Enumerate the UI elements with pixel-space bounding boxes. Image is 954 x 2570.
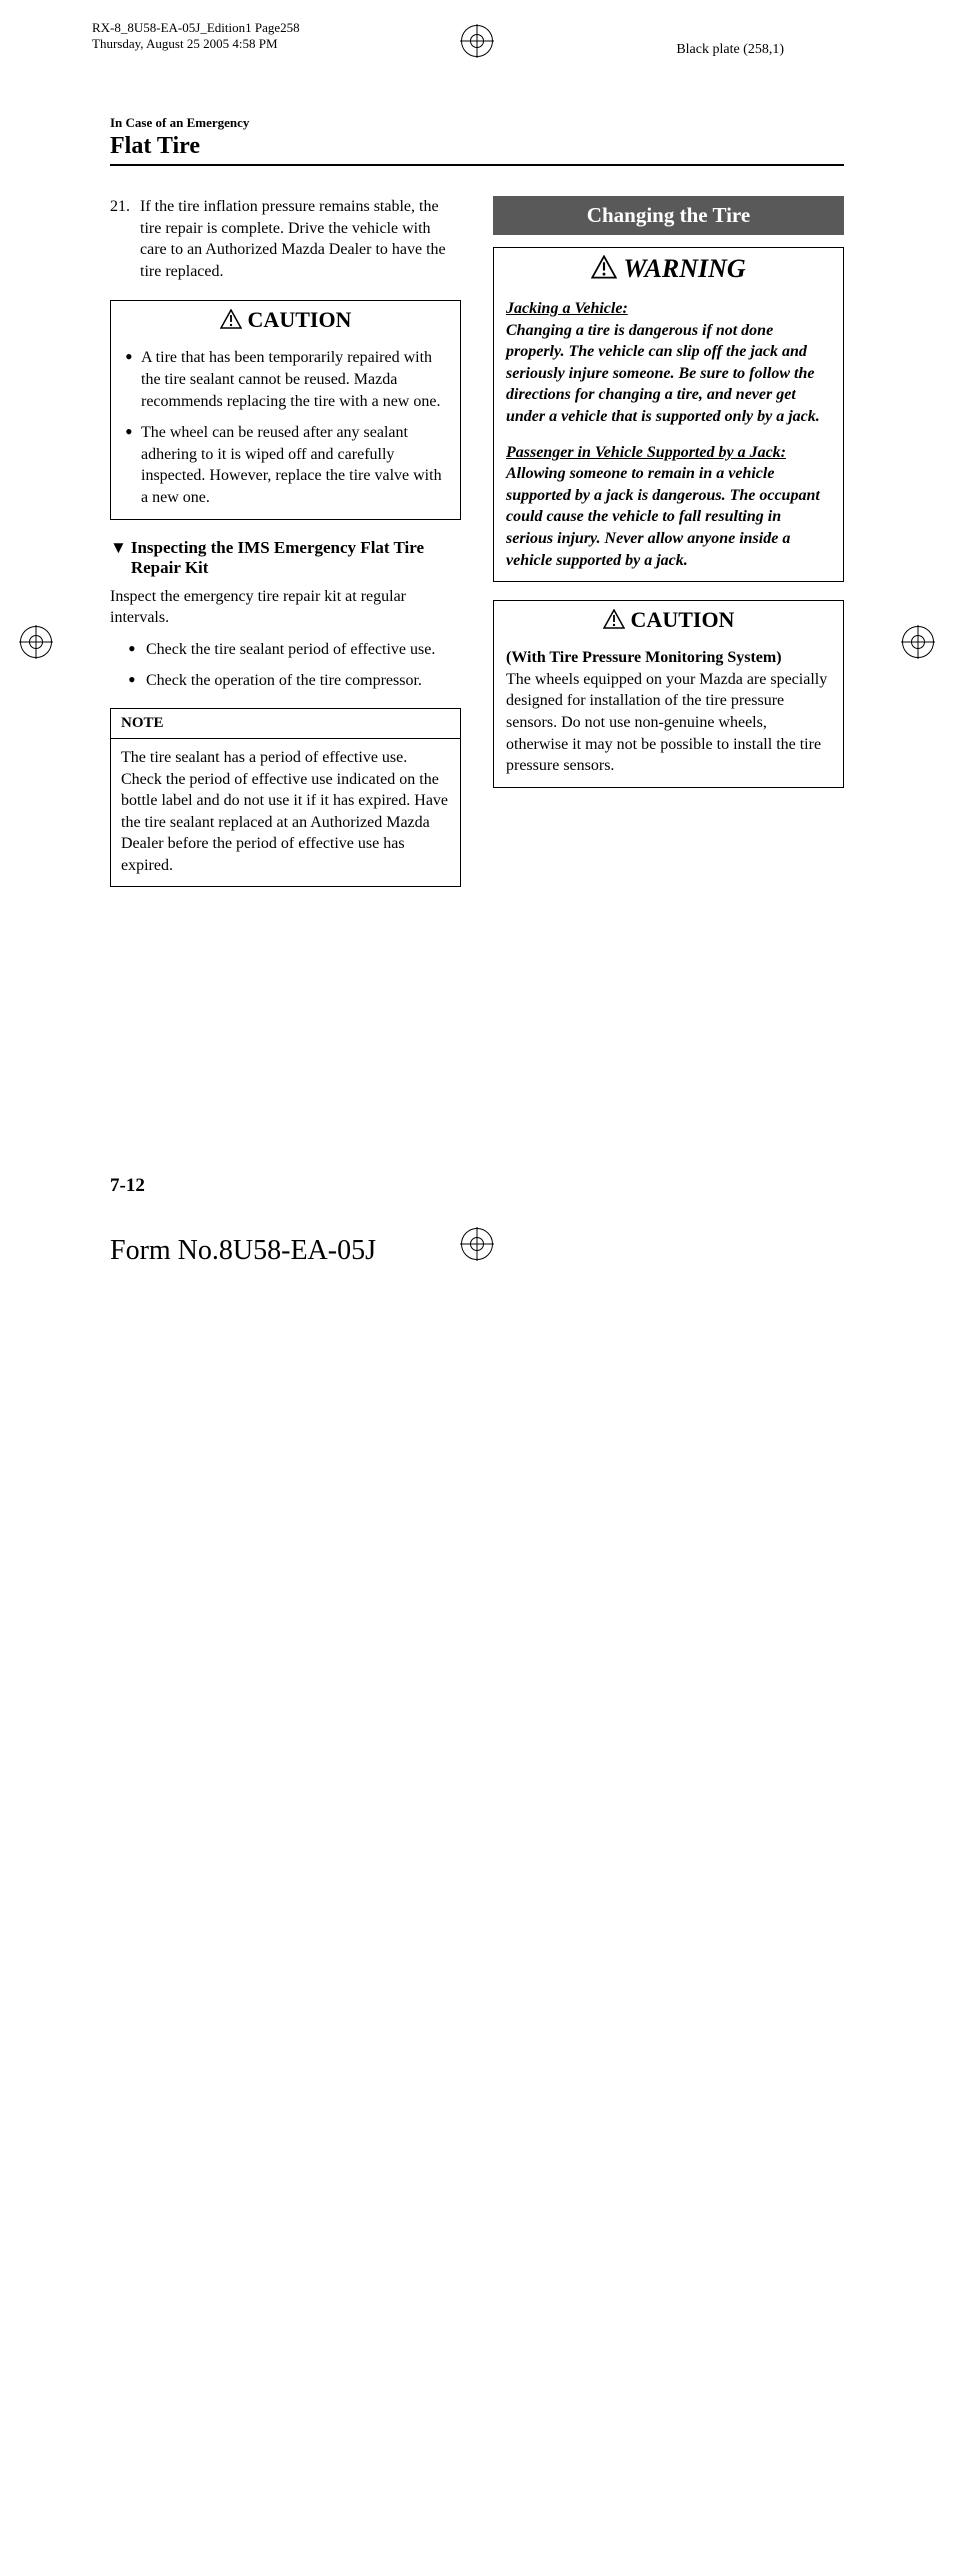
caution-body: A tire that has been temporarily repaire… <box>111 341 460 518</box>
content-area: In Case of an Emergency Flat Tire 21. If… <box>110 115 844 1170</box>
caution-header: CAUTION <box>111 301 460 341</box>
warning-subhead-2: Passenger in Vehicle Supported by a Jack… <box>506 442 831 464</box>
warning-triangle-icon <box>220 309 242 335</box>
caution-subhead: (With Tire Pressure Monitoring System) <box>506 647 831 669</box>
crop-mark-right-h <box>0 267 60 268</box>
step-21: 21. If the tire inflation pressure remai… <box>110 196 461 282</box>
step-number: 21. <box>110 196 140 282</box>
header-left: RX-8_8U58-EA-05J_Edition1 Page258 Thursd… <box>92 20 300 51</box>
crop-circle-right <box>902 626 934 658</box>
warning-text-1: Changing a tire is dangerous if not done… <box>506 320 831 428</box>
doc-id-line1: RX-8_8U58-EA-05J_Edition1 Page258 <box>92 20 300 36</box>
doc-id-line2: Thursday, August 25 2005 4:58 PM <box>92 36 300 52</box>
crop-circle-bottom <box>461 1228 493 1260</box>
changing-tire-banner: Changing the Tire <box>493 196 844 235</box>
crop-mark-left-v <box>0 143 1 267</box>
caution-text-right: The wheels equipped on your Mazda are sp… <box>506 669 831 777</box>
two-column-layout: 21. If the tire inflation pressure remai… <box>110 196 844 887</box>
list-item: Check the tire sealant period of effecti… <box>128 639 461 661</box>
chapter-label: In Case of an Emergency <box>110 115 844 131</box>
inspect-intro: Inspect the emergency tire repair kit at… <box>110 586 461 629</box>
crop-mark-right-v <box>0 268 1 392</box>
list-item: Check the operation of the tire compress… <box>128 670 461 692</box>
subheading-text: Inspecting the IMS Emergency Flat Tire R… <box>131 538 461 578</box>
inspect-bullets: Check the tire sealant period of effecti… <box>110 639 461 692</box>
crop-circle-top <box>461 25 493 57</box>
form-number: Form No.8U58-EA-05J <box>110 1235 376 1267</box>
warning-subhead-1: Jacking a Vehicle: <box>506 298 831 320</box>
caution-item: A tire that has been temporarily repaire… <box>123 347 448 412</box>
crop-mark-top-h <box>0 70 124 71</box>
caution-box-right: CAUTION (With Tire Pressure Monitoring S… <box>493 600 844 788</box>
crop-circle-left <box>20 626 52 658</box>
note-box: NOTE The tire sealant has a period of ef… <box>110 708 461 888</box>
warning-text-2: Allowing someone to remain in a vehicle … <box>506 463 831 571</box>
warning-block-1: Jacking a Vehicle: Changing a tire is da… <box>506 298 831 428</box>
warning-label: WARNING <box>623 254 745 283</box>
caution-label: CAUTION <box>248 307 352 332</box>
corner-tr-v <box>0 1532 1 2570</box>
down-triangle-icon: ▼ <box>110 538 127 578</box>
page-number: 7-12 <box>110 1175 145 1197</box>
caution-body-right: (With Tire Pressure Monitoring System) T… <box>494 641 843 787</box>
warning-box: WARNING Jacking a Vehicle: Changing a ti… <box>493 247 844 582</box>
title-rule <box>110 164 844 166</box>
warning-block-2: Passenger in Vehicle Supported by a Jack… <box>506 442 831 572</box>
caution-item: The wheel can be reused after any sealan… <box>123 422 448 508</box>
note-header: NOTE <box>111 709 460 739</box>
corner-tl-v <box>0 392 1 1532</box>
warning-header: WARNING <box>494 248 843 292</box>
left-column: 21. If the tire inflation pressure remai… <box>110 196 461 887</box>
subheading-inspecting: ▼ Inspecting the IMS Emergency Flat Tire… <box>110 538 461 578</box>
crop-mark-left-h <box>0 142 60 143</box>
caution-label-right: CAUTION <box>631 607 735 632</box>
right-column: Changing the Tire WARNING Jacking a Vehi… <box>493 196 844 887</box>
step-text: If the tire inflation pressure remains s… <box>140 196 461 282</box>
caution-header-right: CAUTION <box>494 601 843 641</box>
crop-mark-bottom-v <box>0 71 1 141</box>
caution-box-left: CAUTION A tire that has been temporarily… <box>110 300 461 519</box>
warning-triangle-icon <box>603 609 625 635</box>
warning-triangle-icon <box>591 255 617 286</box>
section-title: Flat Tire <box>110 133 844 160</box>
header-plate: Black plate (258,1) <box>676 42 784 58</box>
crop-mark-top-v <box>0 0 1 70</box>
warning-body: Jacking a Vehicle: Changing a tire is da… <box>494 292 843 581</box>
note-body: The tire sealant has a period of effecti… <box>111 739 460 887</box>
